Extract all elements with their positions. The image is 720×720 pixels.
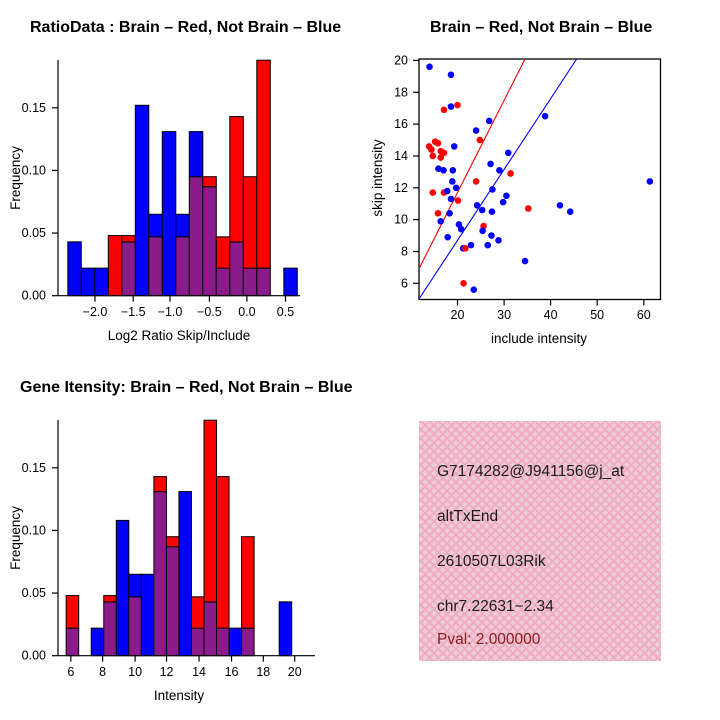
svg-text:Intensity: Intensity	[154, 688, 205, 703]
svg-text:16: 16	[394, 117, 408, 131]
svg-text:18: 18	[394, 85, 408, 99]
svg-text:14: 14	[394, 149, 408, 163]
svg-text:0.00: 0.00	[22, 649, 46, 663]
svg-text:0.10: 0.10	[22, 523, 46, 537]
svg-text:chr7.22631−2.34: chr7.22631−2.34	[437, 598, 554, 615]
svg-text:8: 8	[99, 665, 106, 679]
svg-text:skip intensity: skip intensity	[370, 139, 385, 217]
svg-text:12: 12	[160, 665, 174, 679]
svg-text:0.00: 0.00	[22, 289, 46, 303]
svg-text:60: 60	[637, 308, 651, 322]
svg-text:G7174282@J941156@j_at: G7174282@J941156@j_at	[437, 463, 625, 480]
svg-text:12: 12	[394, 181, 408, 195]
svg-text:0.15: 0.15	[22, 101, 46, 115]
svg-text:−1.0: −1.0	[158, 305, 183, 319]
svg-text:0.05: 0.05	[22, 226, 46, 240]
svg-text:6: 6	[67, 665, 74, 679]
svg-text:altTxEnd: altTxEnd	[437, 508, 498, 525]
svg-text:0.0: 0.0	[238, 305, 255, 319]
svg-text:14: 14	[192, 665, 206, 679]
svg-text:RatioData : Brain – Red, Not B: RatioData : Brain – Red, Not Brain – Blu…	[30, 19, 341, 36]
svg-text:20: 20	[288, 665, 302, 679]
svg-text:20: 20	[394, 53, 408, 67]
svg-text:Brain – Red, Not Brain – Blue: Brain – Red, Not Brain – Blue	[430, 19, 652, 36]
svg-text:−2.0: −2.0	[83, 305, 108, 319]
svg-text:30: 30	[497, 308, 511, 322]
svg-text:18: 18	[256, 665, 270, 679]
svg-text:2610507L03Rik: 2610507L03Rik	[437, 553, 546, 570]
svg-text:16: 16	[225, 665, 239, 679]
svg-text:50: 50	[590, 308, 604, 322]
svg-text:Gene Itensity: Brain – Red, No: Gene Itensity: Brain – Red, Not Brain – …	[20, 379, 353, 396]
svg-text:0.5: 0.5	[277, 305, 294, 319]
svg-text:include intensity: include intensity	[491, 331, 587, 346]
svg-text:40: 40	[544, 308, 558, 322]
svg-text:−1.5: −1.5	[121, 305, 146, 319]
svg-text:Log2 Ratio Skip/Include: Log2 Ratio Skip/Include	[108, 328, 251, 343]
svg-text:20: 20	[451, 308, 465, 322]
svg-text:0.15: 0.15	[22, 461, 46, 475]
svg-text:Pval: 2.000000: Pval: 2.000000	[437, 631, 541, 648]
svg-text:−0.5: −0.5	[197, 305, 222, 319]
svg-text:0.05: 0.05	[22, 586, 46, 600]
svg-text:0.10: 0.10	[22, 163, 46, 177]
svg-text:10: 10	[128, 665, 142, 679]
svg-text:Frequency: Frequency	[8, 146, 23, 210]
svg-text:8: 8	[401, 245, 408, 259]
svg-text:Frequency: Frequency	[8, 506, 23, 570]
svg-text:10: 10	[394, 213, 408, 227]
svg-text:6: 6	[401, 276, 408, 290]
